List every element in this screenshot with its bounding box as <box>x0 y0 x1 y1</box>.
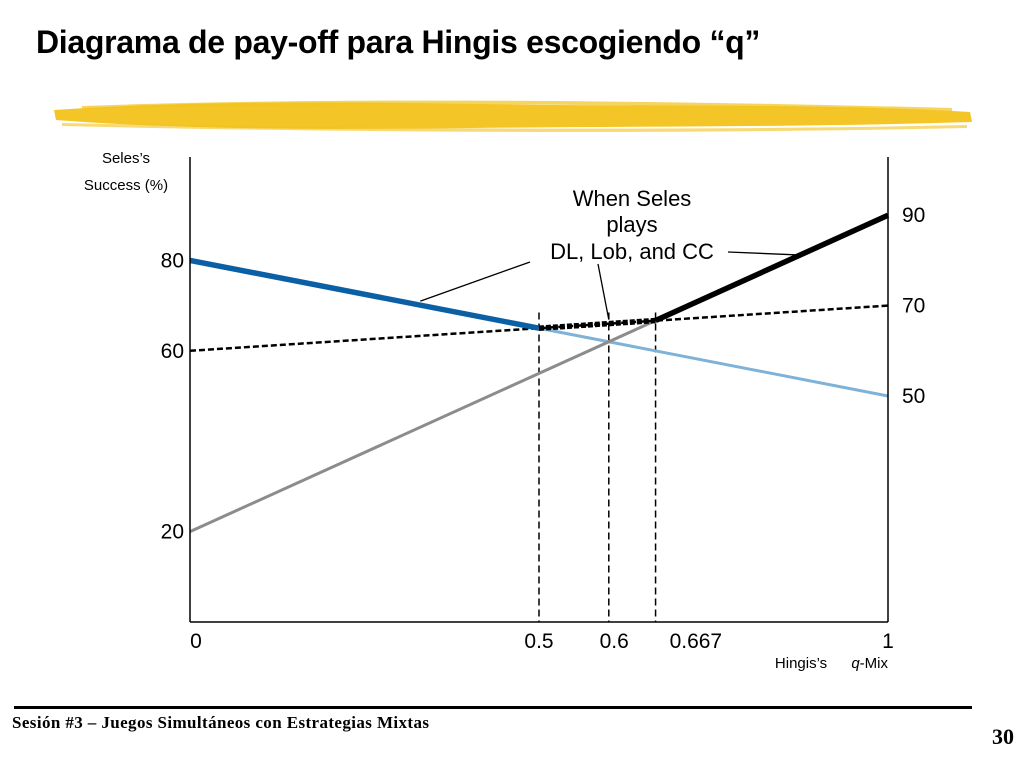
yellow-brush-stroke-divider <box>54 100 972 132</box>
x-axis-label-prefix: Hingis’s <box>775 655 827 672</box>
x-axis-label-suffix: -Mix <box>860 655 889 672</box>
payoff-lines <box>189 212 890 533</box>
x-tick-1: 1 <box>882 630 894 653</box>
x-axis-label-italic: q <box>851 655 860 672</box>
y-axis-label-line-2: Success (%) <box>84 177 168 194</box>
y-tick-left-20: 20 <box>161 521 184 544</box>
annotation-pointers <box>420 251 805 320</box>
payoff-chart: Seles’s Success (%) Hingis’s q-Mix When … <box>84 150 926 672</box>
annotation-line-1: When Seles <box>573 186 692 211</box>
slide-title: Diagrama de pay-off para Hingis escogien… <box>36 24 761 60</box>
x-tick-0.6: 0.6 <box>600 630 629 653</box>
vertical-guides <box>538 312 657 622</box>
x-tick-0: 0 <box>190 630 202 653</box>
annotation-pointer-2 <box>597 263 610 320</box>
y-tick-right-90: 90 <box>902 204 925 227</box>
x-axis-label: Hingis’s q-Mix <box>775 655 889 672</box>
footer-divider <box>14 706 972 709</box>
y-axis-label-line-1: Seles’s <box>102 150 150 167</box>
tick-labels: 80 60 20 90 70 50 0 0.5 0.6 0.667 1 <box>161 204 926 653</box>
page-number: 30 <box>992 724 1014 749</box>
brush-stroke-streak-2 <box>62 123 967 132</box>
upper-envelope-segment-3 <box>654 212 890 324</box>
brush-stroke-main <box>54 102 972 129</box>
y-tick-right-70: 70 <box>902 295 925 318</box>
chart-labels: Seles’s Success (%) Hingis’s q-Mix When … <box>84 150 889 672</box>
axes <box>189 157 889 623</box>
upper-envelope-segment-1 <box>189 257 540 331</box>
annotation-line-2: plays <box>606 212 657 237</box>
y-tick-left-80: 80 <box>161 249 184 272</box>
footer-session-label: Sesión #3 – Juegos Simultáneos con Estra… <box>12 713 430 732</box>
annotation-pointer-3 <box>727 251 805 256</box>
x-tick-0.667: 0.667 <box>670 630 723 653</box>
brush-stroke-streak-1 <box>82 100 952 111</box>
x-tick-0.5: 0.5 <box>524 630 553 653</box>
annotation-line-3: DL, Lob, and CC <box>550 239 714 264</box>
upper-envelope-segment-2 <box>538 317 656 331</box>
y-tick-left-60: 60 <box>161 340 184 363</box>
annotation-pointer-1 <box>420 261 531 302</box>
y-tick-right-50: 50 <box>902 385 925 408</box>
